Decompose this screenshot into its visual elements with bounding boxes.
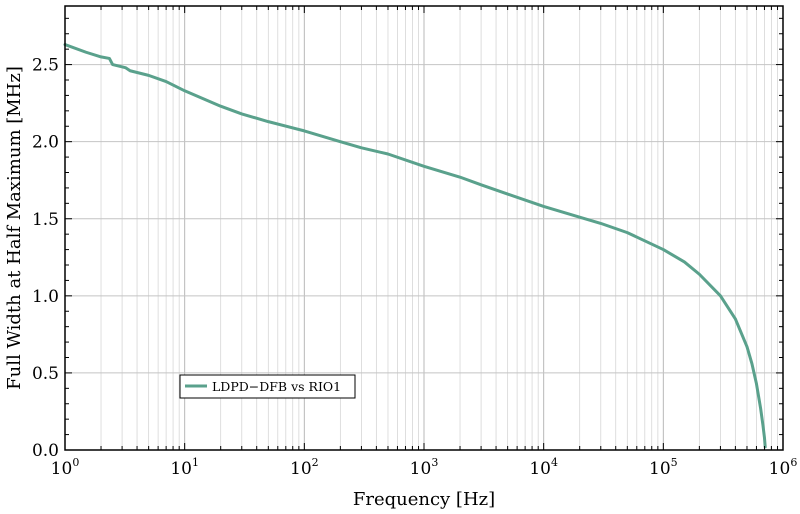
series-line	[63, 43, 767, 449]
x-tick-label: 101	[170, 456, 199, 479]
x-tick-label: 105	[649, 456, 678, 479]
legend: LDPD−DFB vs RIO1	[179, 374, 356, 399]
x-tick-label: 103	[410, 456, 439, 479]
tick-marks	[65, 6, 783, 451]
x-axis-label: Frequency [Hz]	[353, 489, 495, 510]
series-layer	[63, 43, 767, 449]
x-tick-label: 100	[51, 456, 80, 479]
y-tick-label: 0.5	[32, 364, 59, 384]
x-tick-labels: 100 101 102 103 104 105 106	[51, 456, 798, 479]
legend-box	[179, 374, 356, 399]
y-tick-label: 0.0	[32, 441, 59, 461]
legend-label: LDPD−DFB vs RIO1	[212, 379, 341, 394]
x-tick-label: 104	[529, 456, 558, 479]
y-tick-label: 2.0	[32, 133, 59, 153]
y-tick-label: 1.5	[32, 210, 59, 230]
y-axis-label: Full Width at Half Maximum [MHz]	[4, 66, 25, 390]
grid	[65, 6, 783, 450]
y-tick-labels: 0.0 0.5 1.0 1.5 2.0 2.5	[32, 56, 59, 461]
y-tick-label: 1.0	[32, 287, 59, 307]
y-tick-label: 2.5	[32, 56, 59, 76]
x-tick-label: 106	[769, 456, 798, 479]
x-tick-label: 102	[290, 456, 319, 479]
